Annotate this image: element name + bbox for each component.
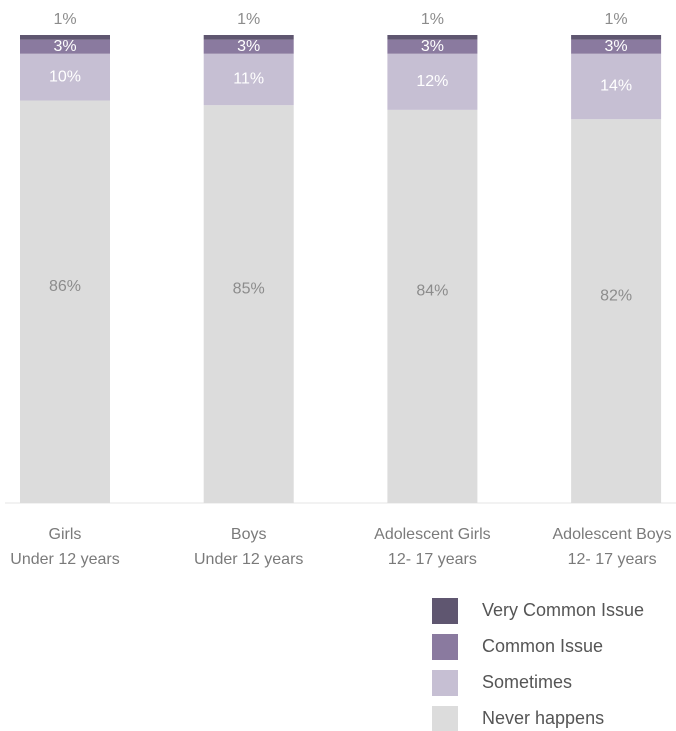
value-label: 3% <box>53 38 76 55</box>
legend-label: Common Issue <box>482 636 603 656</box>
legend-label: Very Common Issue <box>482 600 644 620</box>
x-tick-label: Adolescent Boys <box>553 526 672 543</box>
x-tick-label: 12- 17 years <box>388 551 477 568</box>
bar-segment <box>20 39 110 54</box>
x-tick-label: Girls <box>49 526 82 543</box>
value-label: 1% <box>421 11 444 28</box>
x-tick-label: Boys <box>231 526 267 543</box>
value-label: 10% <box>49 68 81 85</box>
value-label: 3% <box>421 38 444 55</box>
legend-swatch <box>432 670 458 696</box>
bar-segment <box>387 109 478 503</box>
x-tick-label: Adolescent Girls <box>374 526 491 543</box>
value-label: 1% <box>53 11 76 28</box>
x-tick-label: Under 12 years <box>10 551 119 568</box>
x-tick-label: Under 12 years <box>194 551 303 568</box>
bar-segment <box>571 39 662 54</box>
legend-swatch <box>432 706 458 731</box>
legend-swatch <box>432 634 458 660</box>
legend-swatch <box>432 598 458 624</box>
value-label: 14% <box>600 78 632 95</box>
bar-segment <box>203 53 294 106</box>
value-label: 86% <box>49 278 81 295</box>
legend-label: Sometimes <box>482 672 572 692</box>
value-label: 3% <box>605 38 628 55</box>
value-label: 1% <box>237 11 260 28</box>
bar-segment <box>20 35 110 40</box>
value-label: 85% <box>233 280 265 297</box>
value-label: 82% <box>600 287 632 304</box>
bar-segment <box>387 53 478 110</box>
bar-segment <box>571 53 662 120</box>
bar-segment <box>387 35 478 40</box>
value-label: 12% <box>416 73 448 90</box>
value-label: 84% <box>416 283 448 300</box>
bar-segment <box>571 35 662 40</box>
x-tick-label: 12- 17 years <box>568 551 657 568</box>
bar-segment <box>203 105 294 503</box>
bar-segment <box>203 35 294 40</box>
value-label: 11% <box>233 71 264 88</box>
bar-segment <box>571 119 662 504</box>
value-label: 1% <box>605 11 628 28</box>
bar-segment <box>20 53 110 101</box>
bar-segment <box>203 39 294 54</box>
bar-segment <box>20 100 110 504</box>
bar-segment <box>387 39 478 54</box>
value-label: 3% <box>237 38 260 55</box>
legend-label: Never happens <box>482 708 604 728</box>
